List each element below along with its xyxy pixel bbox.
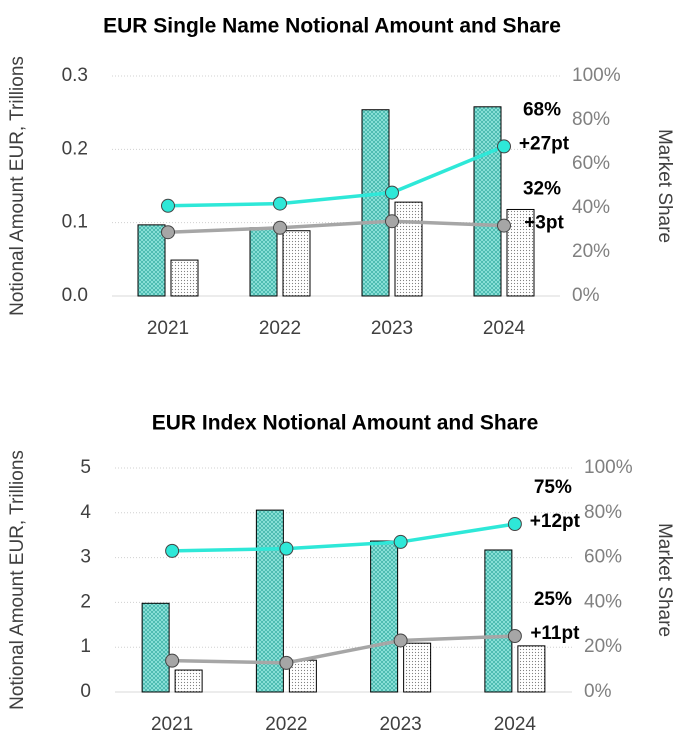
y-tick-label: 0.0: [62, 285, 88, 306]
y2-tick-label: 40%: [584, 591, 622, 612]
y-tick-label: 2: [80, 591, 91, 612]
y2-tick-label: 40%: [572, 197, 610, 218]
chart-title: EUR Index Notional Amount and Share: [152, 412, 539, 435]
line-marker: [497, 139, 511, 154]
line: [172, 634, 515, 665]
line-marker: [273, 196, 287, 211]
line-marker: [161, 198, 175, 213]
bar: [484, 549, 513, 693]
bar: [255, 509, 284, 693]
bar: [249, 227, 278, 297]
annotation: +12pt: [530, 511, 581, 532]
bar: [394, 201, 423, 297]
annotation: 75%: [534, 477, 572, 498]
line-marker: [385, 214, 399, 229]
bar: [361, 109, 390, 297]
line-marker: [507, 517, 522, 531]
x-tick-label: 2024: [494, 714, 537, 735]
y2-tick-label: 0%: [572, 285, 600, 306]
y2-tick-label: 100%: [572, 65, 621, 86]
y-tick-label: 1: [80, 636, 91, 657]
annotation: 32%: [523, 179, 561, 200]
bar: [288, 659, 317, 693]
x-tick-label: 2024: [483, 318, 526, 339]
line: [172, 522, 516, 553]
x-tick-label: 2021: [147, 318, 189, 339]
y2-axis-label: Market Share: [654, 523, 675, 637]
annotation: +3pt: [524, 213, 564, 234]
y-tick-label: 0.1: [62, 212, 88, 233]
y2-tick-label: 20%: [572, 241, 610, 262]
line-marker: [507, 629, 522, 643]
line-marker: [393, 534, 408, 549]
annotation: 25%: [534, 589, 572, 610]
y-axis-label: Notional Amount EUR, Trillions: [7, 450, 28, 710]
bar: [370, 540, 399, 693]
x-tick-label: 2022: [259, 318, 301, 339]
y2-axis-label: Market Share: [654, 129, 675, 243]
line: [167, 144, 505, 208]
y2-tick-label: 60%: [584, 547, 622, 568]
y2-tick-label: 20%: [584, 636, 622, 657]
line-marker: [165, 543, 180, 558]
chart-title: EUR Single Name Notional Amount and Shar…: [103, 15, 561, 38]
bar: [137, 224, 166, 297]
bar: [170, 259, 199, 297]
x-tick-label: 2021: [151, 714, 193, 735]
annotation: +27pt: [519, 133, 570, 154]
y-tick-label: 4: [80, 502, 91, 523]
bar: [517, 645, 546, 693]
bar: [174, 669, 203, 693]
y2-tick-label: 0%: [584, 681, 612, 702]
y-tick-label: 0: [80, 681, 91, 702]
bar: [473, 106, 502, 297]
bar: [506, 208, 535, 297]
bar: [403, 642, 432, 693]
x-tick-label: 2023: [379, 714, 421, 735]
line-marker: [161, 225, 175, 240]
x-tick-label: 2022: [265, 714, 307, 735]
y2-tick-label: 60%: [572, 153, 610, 174]
y2-tick-label: 80%: [572, 109, 610, 130]
y-tick-label: 0.3: [62, 65, 88, 86]
bar: [282, 230, 311, 297]
annotation: +11pt: [530, 623, 580, 644]
line-marker: [385, 185, 399, 200]
line-marker: [273, 220, 287, 235]
line: [167, 219, 505, 234]
x-tick-label: 2023: [371, 318, 413, 339]
line-marker: [279, 655, 294, 670]
y-tick-label: 3: [80, 547, 91, 568]
y-axis-label: Notional Amount EUR, Trillions: [7, 56, 28, 316]
line-marker: [165, 653, 180, 668]
line-marker: [393, 633, 408, 648]
y-tick-label: 5: [80, 457, 91, 478]
line-marker: [497, 218, 511, 233]
bar: [141, 602, 170, 693]
line-marker: [279, 541, 294, 556]
y2-tick-label: 100%: [584, 457, 633, 478]
annotation: 68%: [523, 99, 561, 120]
y-tick-label: 0.2: [62, 138, 88, 159]
y2-tick-label: 80%: [584, 502, 622, 523]
